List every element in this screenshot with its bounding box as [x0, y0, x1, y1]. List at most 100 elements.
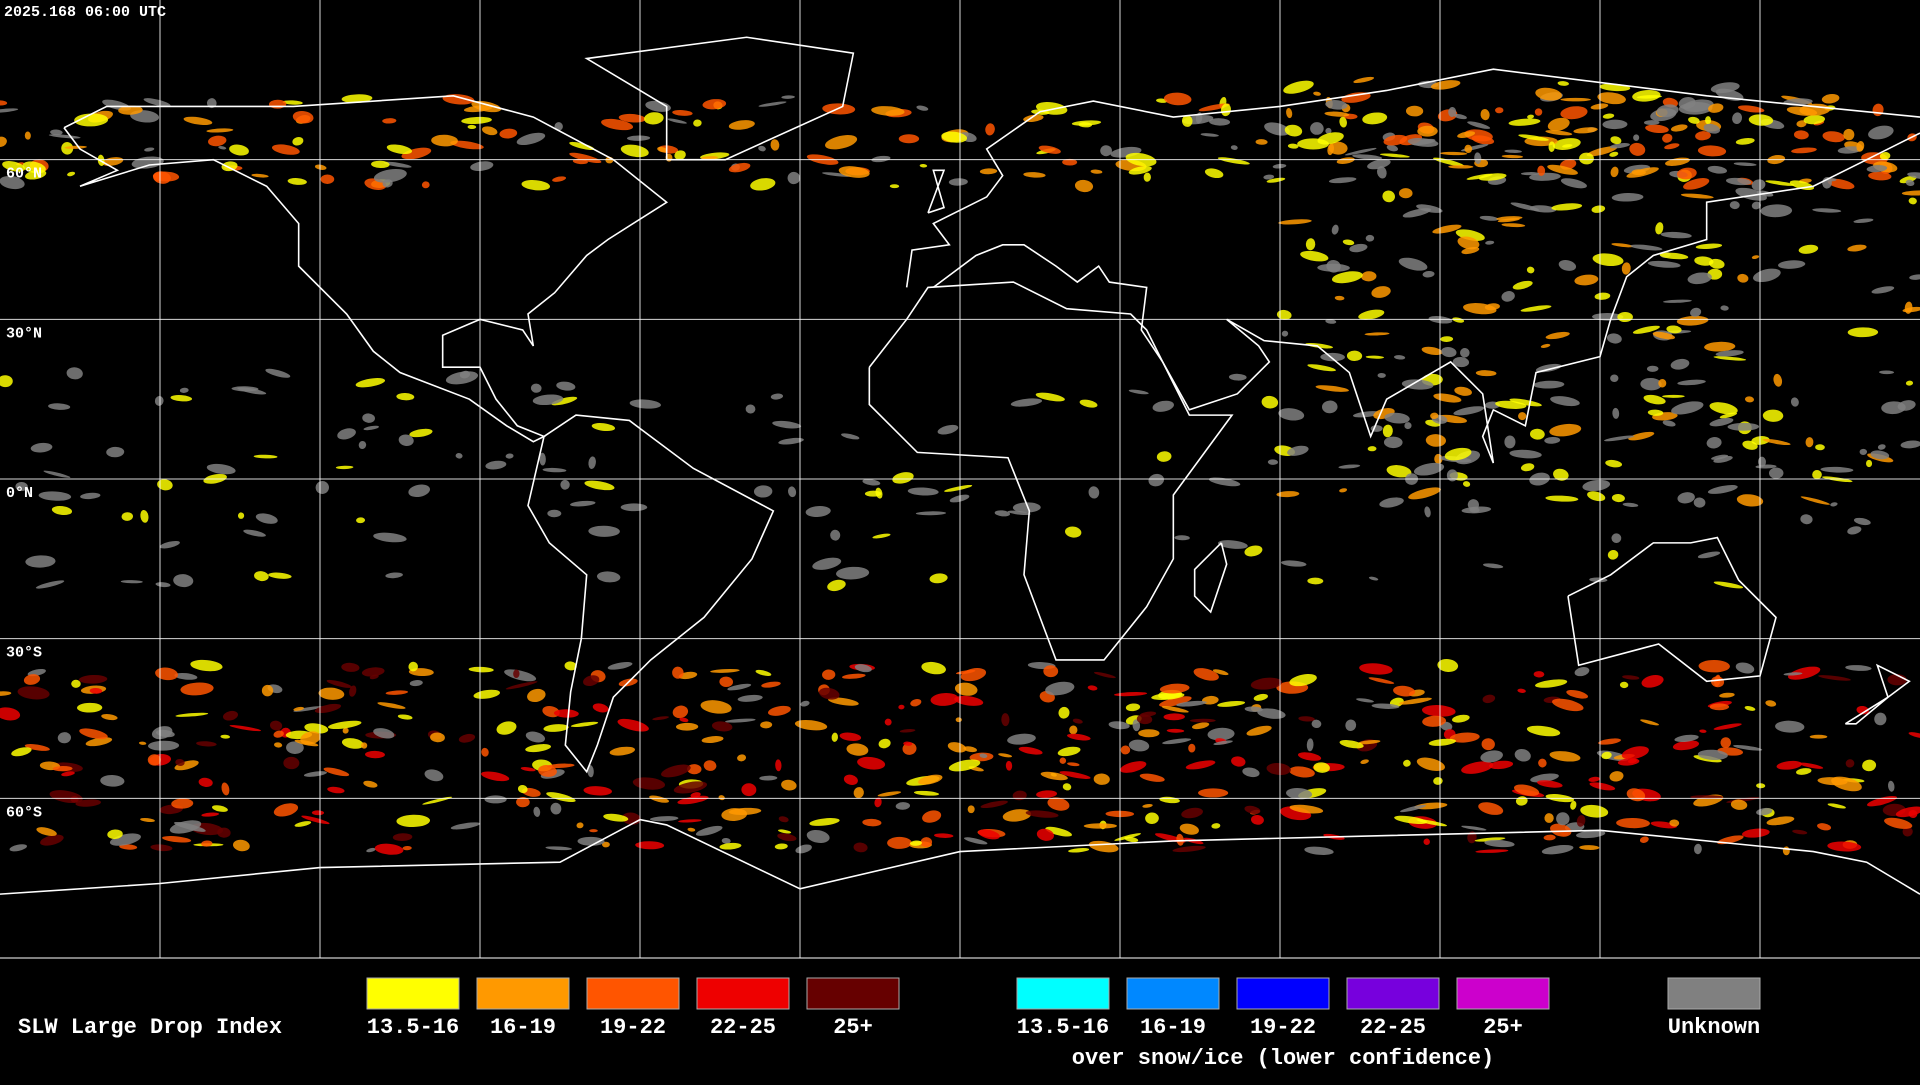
cloud-patch	[67, 171, 76, 177]
cloud-patch	[1457, 236, 1480, 250]
coastline	[1193, 542, 1228, 614]
cloud-patch	[1778, 260, 1806, 269]
cloud-patch	[1368, 677, 1395, 684]
cloud-patch	[120, 580, 143, 584]
cloud-patch	[644, 112, 664, 125]
cloud-patch	[1267, 459, 1279, 465]
cloud-patch	[396, 393, 415, 401]
cloud-patch	[781, 779, 797, 791]
cloud-patch	[218, 146, 227, 150]
cloud-patch	[337, 428, 356, 440]
cloud-patch	[929, 573, 948, 584]
cloud-patch	[741, 783, 757, 797]
cloud-patch	[1856, 141, 1865, 152]
cloud-patch	[550, 802, 562, 815]
cloud-patch	[1230, 145, 1238, 150]
cloud-patch	[1676, 315, 1709, 326]
cloud-patch	[1368, 576, 1379, 581]
cloud-patch	[311, 810, 325, 816]
cloud-patch	[77, 702, 103, 713]
cloud-patch	[910, 699, 922, 707]
cloud-patch	[1322, 400, 1338, 414]
lat-label: 60°S	[6, 804, 42, 821]
cloud-patch	[695, 825, 723, 836]
cloud-patch	[1792, 829, 1808, 835]
cloud-patch	[542, 467, 567, 473]
cloud-patch	[1353, 76, 1375, 84]
cloud-patch	[1868, 125, 1894, 140]
cloud-patch	[1461, 761, 1494, 774]
cloud-patch	[1827, 178, 1855, 190]
cloud-patch	[1690, 307, 1702, 317]
cloud-patch	[825, 135, 858, 150]
cloud-patch	[409, 680, 423, 687]
cloud-patch	[547, 509, 562, 518]
legend-swatch	[1236, 977, 1330, 1010]
cloud-patch	[169, 820, 202, 834]
cloud-patch	[1452, 356, 1470, 368]
cloud-patch	[1286, 788, 1313, 800]
cloud-patch	[703, 760, 717, 771]
cloud-patch	[1281, 330, 1289, 337]
coastline	[1844, 663, 1911, 725]
cloud-patch	[1853, 218, 1874, 224]
cloud-patch	[1711, 454, 1729, 460]
cloud-patch	[1172, 845, 1206, 853]
cloud-patch	[899, 729, 916, 733]
cloud-patch	[652, 716, 669, 721]
cloud-patch	[1462, 481, 1471, 487]
cloud-patch	[1461, 506, 1492, 514]
cloud-patch	[1611, 193, 1644, 202]
cloud-patch	[1358, 740, 1381, 745]
cloud-patch	[206, 128, 234, 133]
cloud-patch	[1736, 494, 1764, 507]
cloud-patch	[809, 818, 840, 826]
lat-label: 60°N	[6, 166, 42, 183]
cloud-patch	[1504, 435, 1516, 449]
cloud-patch	[1735, 662, 1755, 674]
cloud-patch	[1550, 396, 1580, 407]
cloud-patch	[101, 713, 118, 721]
cloud-patch	[1853, 517, 1871, 526]
cloud-patch	[1688, 116, 1700, 124]
cloud-patch	[1703, 123, 1721, 134]
cloud-patch	[770, 393, 784, 400]
legend-label: 16-19	[1140, 1015, 1206, 1040]
cloud-patch	[287, 178, 307, 185]
cloud-patch	[398, 434, 414, 447]
cloud-patch	[1328, 177, 1357, 184]
cloud-patch	[2, 161, 26, 172]
cloud-patch	[1720, 737, 1732, 748]
cloud-patch	[23, 674, 41, 685]
cloud-patch	[1362, 112, 1388, 125]
cloud-patch	[843, 774, 858, 785]
cloud-patch	[577, 836, 605, 846]
cloud-patch	[1633, 134, 1640, 141]
cloud-patch	[1611, 243, 1634, 248]
cloud-patch	[767, 705, 791, 716]
legend-label: Unknown	[1668, 1015, 1760, 1040]
cloud-patch	[1570, 800, 1577, 810]
cloud-patch	[1317, 263, 1350, 272]
cloud-patch	[1725, 177, 1752, 186]
cloud-patch	[1297, 752, 1322, 761]
cloud-patch	[147, 740, 180, 751]
legend-label: 13.5-16	[1017, 1015, 1109, 1040]
cloud-patch	[1508, 118, 1541, 126]
cloud-patch	[1901, 190, 1920, 196]
cloud-patch	[649, 816, 679, 822]
cloud-patch	[1870, 450, 1890, 460]
cloud-patch	[1005, 760, 1013, 771]
cloud-patch	[1313, 91, 1321, 96]
cloud-patch	[1879, 152, 1891, 160]
cloud-patch	[1742, 828, 1770, 838]
cloud-patch	[1163, 92, 1192, 106]
cloud-patch	[1605, 459, 1623, 468]
cloud-patch	[1805, 437, 1814, 448]
cloud-patch	[1128, 389, 1149, 395]
cloud-patch	[1191, 722, 1210, 730]
cloud-patch	[545, 846, 573, 851]
cloud-patch	[538, 765, 557, 777]
cloud-patch	[1272, 163, 1287, 169]
cloud-patch	[1156, 451, 1172, 462]
